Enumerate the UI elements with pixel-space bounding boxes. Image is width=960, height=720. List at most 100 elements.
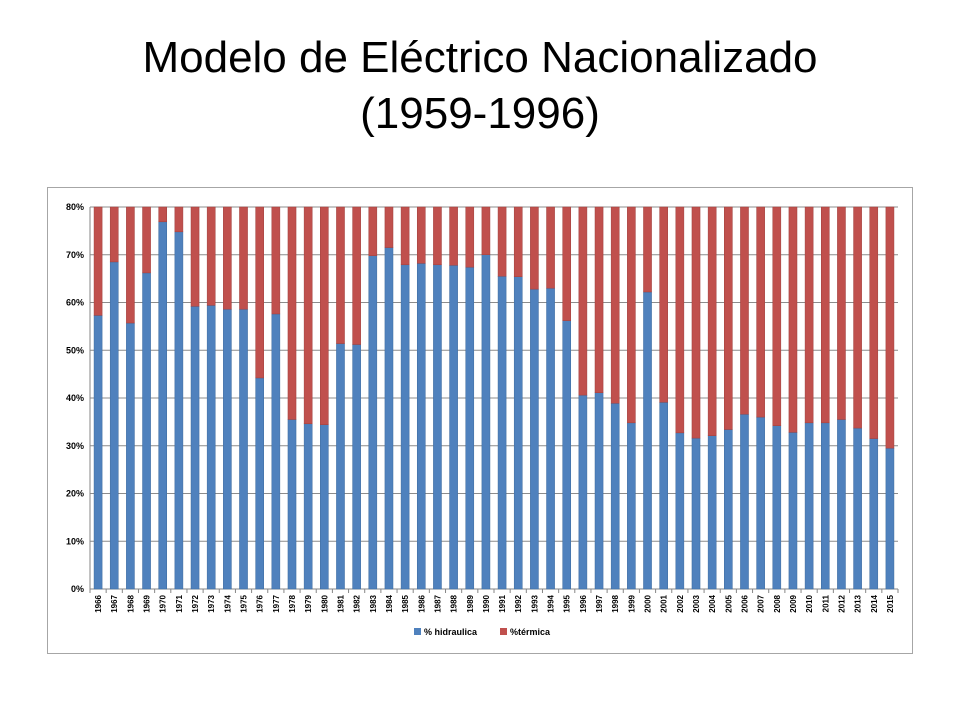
- bar-termica: [384, 206, 394, 248]
- x-tick-label: 1999: [627, 594, 636, 612]
- x-tick-label: 2006: [740, 594, 749, 612]
- bar-termica: [869, 206, 879, 439]
- x-tick-label: 1991: [498, 594, 507, 612]
- y-tick-label: 50%: [66, 345, 84, 355]
- x-tick-label: 1966: [94, 594, 103, 612]
- bar-hidraulica: [400, 264, 410, 590]
- x-tick-label: 1996: [579, 594, 588, 612]
- x-tick-label: 1998: [611, 594, 620, 612]
- x-tick-label: 2003: [692, 594, 701, 612]
- bar-termica: [837, 206, 846, 420]
- y-tick-label: 0%: [71, 584, 84, 594]
- x-tick-label: 2009: [789, 594, 798, 612]
- bar-hidraulica: [109, 261, 119, 590]
- bar-hidraulica: [772, 425, 782, 590]
- bar-termica: [530, 206, 539, 290]
- bar-termica: [352, 206, 361, 345]
- bar-termica: [707, 206, 717, 436]
- bar-hidraulica: [190, 306, 200, 590]
- bar-hidraulica: [449, 265, 458, 590]
- bar-termica: [610, 206, 620, 404]
- bar-termica: [513, 206, 523, 277]
- bar-hidraulica: [853, 427, 862, 590]
- bar-hidraulica: [675, 432, 685, 590]
- x-tick-label: 1985: [401, 594, 410, 612]
- bar-hidraulica: [691, 437, 701, 590]
- bar-hidraulica: [546, 287, 555, 590]
- bar-termica: [820, 206, 830, 424]
- bar-termica: [804, 206, 814, 424]
- x-tick-label: 1992: [514, 594, 523, 612]
- bar-termica: [594, 206, 604, 393]
- x-tick-label: 1984: [385, 594, 394, 612]
- bar-hidraulica: [384, 247, 394, 590]
- bar-termica: [465, 206, 475, 268]
- x-tick-label: 2013: [854, 594, 863, 612]
- y-tick-label: 40%: [66, 393, 84, 403]
- bar-hidraulica: [497, 275, 507, 590]
- x-tick-label: 1987: [433, 594, 442, 612]
- bar-termica: [643, 206, 652, 293]
- x-tick-label: 2007: [757, 594, 766, 612]
- bar-hidraulica: [481, 254, 491, 590]
- y-tick-label: 20%: [66, 489, 84, 499]
- bar-hidraulica: [513, 276, 523, 590]
- title-line-1: Modelo de Eléctrico Nacionalizado: [142, 33, 818, 82]
- bar-hidraulica: [206, 305, 216, 590]
- bar-termica: [400, 206, 410, 266]
- bar-hidraulica: [368, 255, 378, 590]
- bar-hidraulica: [885, 447, 895, 590]
- bar-termica: [772, 206, 782, 426]
- bar-hidraulica: [416, 263, 426, 590]
- bar-hidraulica: [659, 402, 668, 590]
- legend-label-hidraulica: % hidraulica: [424, 627, 478, 637]
- bar-hidraulica: [255, 377, 264, 590]
- y-tick-label: 80%: [66, 202, 84, 212]
- bar-termica: [659, 206, 668, 403]
- bar-hidraulica: [869, 438, 879, 590]
- bar-hidraulica: [465, 266, 475, 590]
- bar-termica: [174, 206, 184, 233]
- bar-hidraulica: [740, 413, 749, 590]
- x-tick-label: 1974: [223, 594, 232, 612]
- bar-hidraulica: [93, 315, 103, 590]
- bar-termica: [691, 206, 701, 439]
- legend-swatch-hidraulica: [414, 628, 421, 635]
- bar-hidraulica: [724, 429, 733, 590]
- bar-termica: [433, 206, 442, 266]
- bar-termica: [449, 206, 458, 266]
- x-tick-label: 1979: [304, 594, 313, 612]
- bar-hidraulica: [707, 435, 717, 590]
- bar-termica: [481, 206, 491, 255]
- bar-termica: [788, 206, 798, 433]
- x-tick-label: 2012: [837, 594, 846, 612]
- bar-hidraulica: [142, 272, 151, 590]
- x-tick-label: 1970: [159, 594, 168, 612]
- x-tick-label: 1968: [126, 594, 135, 612]
- x-tick-label: 1983: [369, 594, 378, 612]
- bar-hidraulica: [336, 343, 345, 590]
- bar-termica: [303, 206, 313, 425]
- bar-hidraulica: [433, 264, 442, 590]
- x-tick-label: 2010: [805, 594, 814, 612]
- x-tick-label: 2005: [724, 594, 733, 612]
- y-tick-label: 70%: [66, 250, 84, 260]
- bar-termica: [271, 206, 281, 315]
- bar-termica: [740, 206, 749, 415]
- bar-hidraulica: [643, 291, 652, 590]
- bar-hidraulica: [804, 422, 814, 590]
- legend-swatch-termica: [500, 628, 507, 635]
- bar-termica: [93, 206, 103, 316]
- x-tick-label: 2015: [886, 594, 895, 612]
- x-tick-label: 1967: [110, 594, 119, 612]
- x-tick-label: 1973: [207, 594, 216, 612]
- bar-termica: [190, 206, 200, 307]
- bar-termica: [416, 206, 426, 264]
- x-tick-label: 2011: [821, 594, 830, 612]
- y-tick-label: 30%: [66, 441, 84, 451]
- x-tick-label: 2000: [644, 594, 653, 612]
- x-tick-label: 2002: [676, 594, 685, 612]
- x-tick-label: 1975: [240, 594, 249, 612]
- title-line-2: (1959-1996): [360, 89, 600, 138]
- bar-hidraulica: [530, 288, 539, 590]
